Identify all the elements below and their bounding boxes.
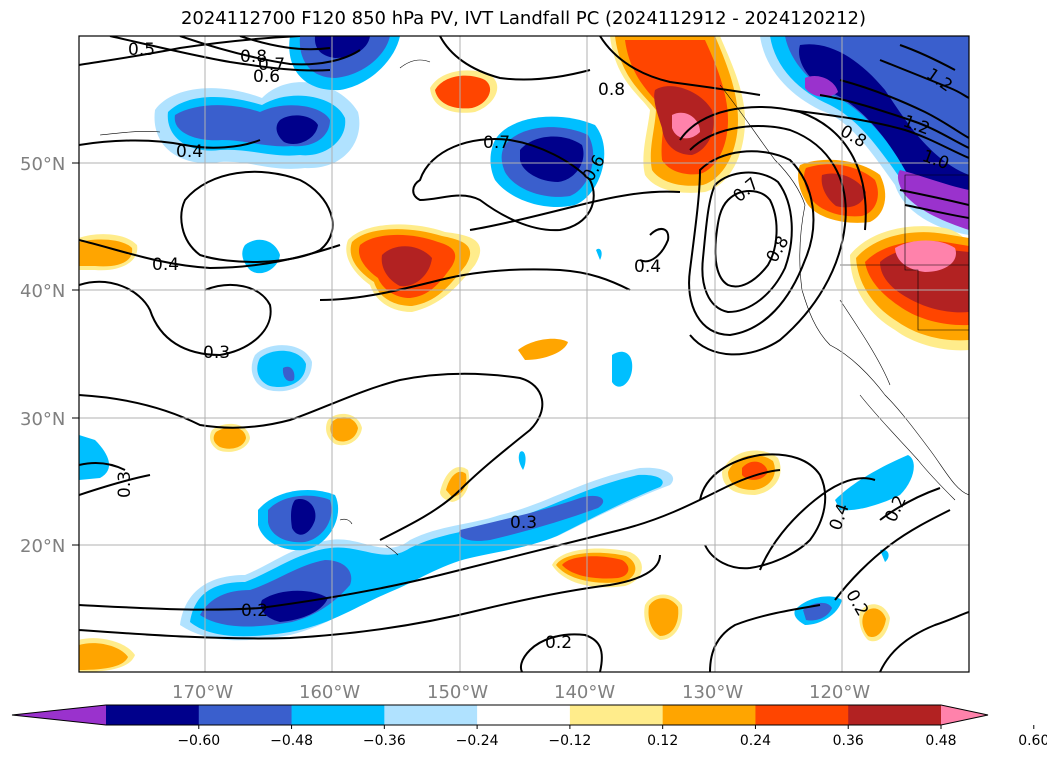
- lat-tick-label: 30°N: [20, 409, 65, 430]
- contour-label: 0.3: [510, 513, 537, 533]
- colorbar: −0.60 −0.48 −0.36 −0.24 −0.12 0.12 0.24 0.36 0.4…: [11, 704, 1047, 749]
- lat-tick-label: 50°N: [20, 154, 65, 175]
- contour-label: 0.7: [258, 55, 285, 75]
- contour-label: 0.6: [253, 67, 280, 87]
- colorbar-tick-label: −0.24: [456, 733, 499, 749]
- colorbar-segment: [198, 705, 293, 725]
- lon-tick-label: 160°W: [299, 682, 360, 703]
- colorbar-extend-high: [941, 705, 988, 725]
- colorbar-segment: [384, 705, 478, 725]
- contour-label: 0.4: [176, 142, 203, 162]
- lon-axis: 170°W 160°W 150°W 140°W 130°W 120°W: [172, 682, 870, 703]
- colorbar-segment: [662, 705, 756, 725]
- colorbar-tick-label: −0.36: [363, 733, 406, 749]
- colorbar-outline: [11, 704, 989, 726]
- colorbar-tick-label: 0.48: [925, 733, 956, 749]
- contour-label: 0.3: [115, 471, 135, 498]
- contour-label: 0.5: [128, 40, 155, 60]
- colorbar-segment: [477, 705, 571, 725]
- plot-frame: [78, 35, 970, 673]
- colorbar-tick-label: 0.24: [740, 733, 771, 749]
- colorbar-tick-label: −0.48: [270, 733, 313, 749]
- lon-tick-label: 170°W: [172, 682, 233, 703]
- colorbar-segment: [106, 705, 200, 725]
- colorbar-tick-label: −0.12: [548, 733, 591, 749]
- contour-label: 0.4: [634, 257, 661, 277]
- lat-axis: 50°N 40°N 30°N 20°N: [20, 154, 79, 557]
- graticule: [79, 36, 969, 672]
- contour-label: 0.8: [598, 80, 625, 100]
- colorbar-segment: [291, 705, 385, 725]
- colorbar-segment: [848, 705, 942, 725]
- colorbar-tick-label: 0.60: [1018, 733, 1047, 749]
- lat-tick-label: 40°N: [20, 281, 65, 302]
- shaded-field: [79, 36, 969, 672]
- lon-tick-label: 140°W: [554, 682, 615, 703]
- contour-label: 0.8: [240, 47, 267, 67]
- colorbar-tick-label: 0.12: [647, 733, 678, 749]
- contour-label: 0.2: [241, 601, 268, 621]
- lat-tick-label: 20°N: [20, 536, 65, 557]
- contour-label: 0.7: [483, 133, 510, 153]
- colorbar-extend-low: [12, 705, 106, 725]
- colorbar-tick-label: 0.36: [833, 733, 864, 749]
- colorbar-segment: [755, 705, 849, 725]
- lon-tick-label: 120°W: [809, 682, 870, 703]
- lon-tick-label: 130°W: [682, 682, 743, 703]
- pv-contours: [79, 36, 969, 672]
- contour-label: 0.2: [545, 633, 572, 653]
- contour-label: 0.3: [203, 343, 230, 363]
- contour-label: 0.4: [152, 255, 179, 275]
- lon-tick-label: 150°W: [427, 682, 488, 703]
- map-title: 2024112700 F120 850 hPa PV, IVT Landfall…: [180, 8, 867, 29]
- colorbar-tick-label: −0.60: [177, 733, 220, 749]
- colorbar-segment: [569, 705, 664, 725]
